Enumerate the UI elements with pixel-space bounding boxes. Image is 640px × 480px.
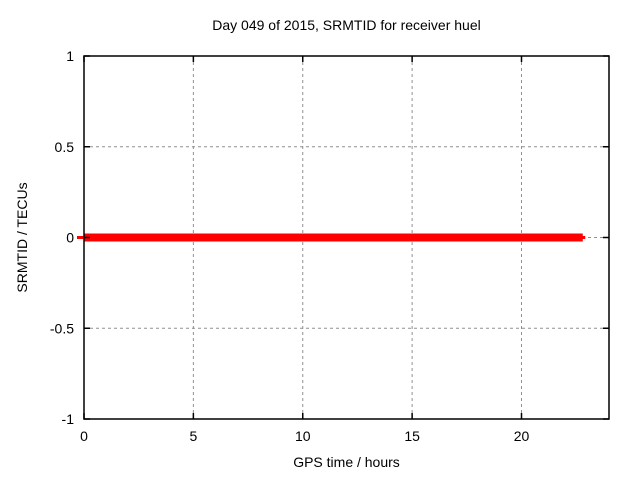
- x-axis-label: GPS time / hours: [293, 454, 400, 470]
- y-tick-label: 1: [66, 48, 74, 64]
- y-tick-label: 0.5: [55, 139, 75, 155]
- x-tick-label: 15: [404, 428, 420, 444]
- y-tick-label: -0.5: [50, 320, 74, 336]
- x-tick-label: 5: [189, 428, 197, 444]
- x-tick-label: 0: [80, 428, 88, 444]
- y-tick-label: -1: [62, 411, 75, 427]
- chart-title: Day 049 of 2015, SRMTID for receiver hue…: [212, 17, 481, 33]
- x-tick-label: 20: [514, 428, 530, 444]
- y-axis-label: SRMTID / TECUs: [14, 182, 30, 292]
- y-tick-label: 0: [66, 230, 74, 246]
- x-tick-label: 10: [295, 428, 311, 444]
